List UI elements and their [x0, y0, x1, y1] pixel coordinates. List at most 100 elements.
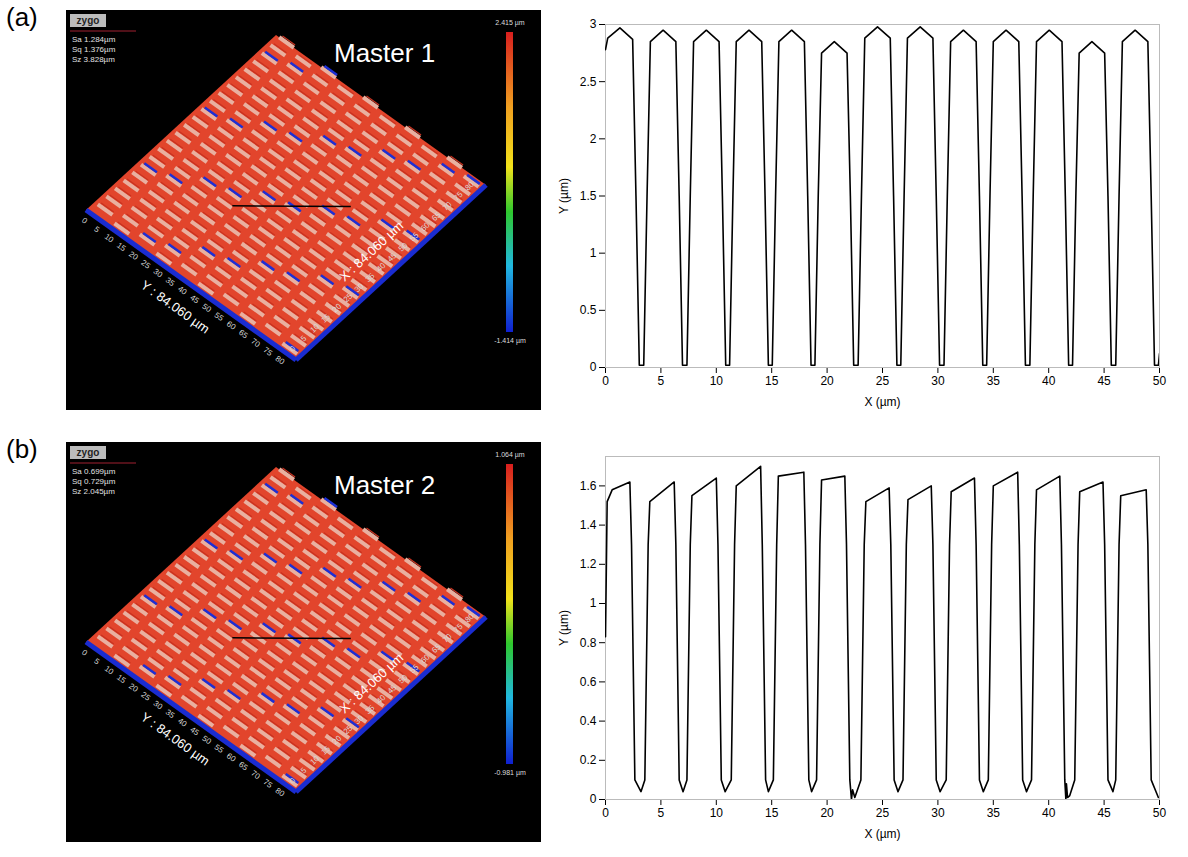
svg-text:-0.981 µm: -0.981 µm [494, 769, 526, 777]
svg-text:75: 75 [452, 190, 465, 203]
svg-text:Sa 1.284µm: Sa 1.284µm [72, 35, 116, 44]
svg-text:50: 50 [200, 302, 213, 315]
svg-text:60: 60 [419, 652, 432, 665]
svg-text:65: 65 [237, 328, 250, 341]
svg-text:0: 0 [80, 216, 89, 226]
svg-text:Sq 0.729µm: Sq 0.729µm [72, 477, 116, 486]
svg-text:80: 80 [463, 611, 476, 624]
svg-text:55: 55 [213, 310, 226, 323]
svg-text:1.6: 1.6 [580, 479, 597, 493]
svg-text:3: 3 [590, 17, 597, 31]
svg-text:5: 5 [658, 806, 665, 820]
svg-text:Sq 1.376µm: Sq 1.376µm [72, 45, 116, 54]
svg-text:0: 0 [602, 374, 609, 388]
svg-text:Y (µm): Y (µm) [557, 178, 571, 214]
svg-text:50: 50 [397, 240, 410, 253]
svg-text:5: 5 [92, 225, 101, 235]
svg-text:20: 20 [820, 374, 834, 388]
svg-text:10: 10 [103, 232, 116, 245]
svg-text:55: 55 [213, 742, 226, 755]
svg-text:10: 10 [710, 374, 724, 388]
svg-text:50: 50 [200, 734, 213, 747]
svg-text:10: 10 [103, 664, 116, 677]
svg-text:70: 70 [249, 769, 262, 782]
svg-text:20: 20 [127, 681, 140, 694]
svg-text:60: 60 [225, 319, 238, 332]
svg-text:X : 84.060 µm: X : 84.060 µm [336, 650, 406, 716]
svg-text:25: 25 [139, 690, 152, 703]
svg-text:55: 55 [408, 230, 421, 243]
svg-text:45: 45 [1097, 806, 1111, 820]
svg-text:35: 35 [364, 703, 377, 716]
svg-text:45: 45 [1097, 374, 1111, 388]
svg-text:75: 75 [452, 622, 465, 635]
svg-text:1: 1 [590, 596, 597, 610]
svg-text:2.5: 2.5 [580, 75, 597, 89]
svg-text:-1.414 µm: -1.414 µm [494, 337, 526, 345]
svg-text:2.415 µm: 2.415 µm [495, 19, 524, 27]
svg-text:0.2: 0.2 [580, 753, 597, 767]
svg-text:50: 50 [1153, 806, 1167, 820]
svg-text:Sz 2.045µm: Sz 2.045µm [72, 487, 115, 496]
svg-text:X (µm): X (µm) [864, 395, 900, 409]
svg-text:15: 15 [115, 241, 128, 254]
svg-text:65: 65 [430, 642, 443, 655]
svg-text:60: 60 [419, 220, 432, 233]
svg-text:25: 25 [876, 374, 890, 388]
svg-text:40: 40 [375, 261, 388, 274]
svg-text:0.6: 0.6 [580, 675, 597, 689]
svg-text:10: 10 [309, 754, 322, 767]
svg-text:30: 30 [152, 267, 165, 280]
svg-text:70: 70 [441, 200, 454, 213]
svg-text:45: 45 [188, 725, 201, 738]
svg-text:0: 0 [288, 776, 298, 786]
svg-text:30: 30 [353, 713, 366, 726]
svg-text:1.5: 1.5 [580, 189, 597, 203]
svg-text:15: 15 [765, 374, 779, 388]
svg-text:20: 20 [331, 301, 344, 314]
svg-text:0: 0 [590, 360, 597, 374]
svg-text:15: 15 [320, 744, 333, 757]
svg-text:25: 25 [342, 723, 355, 736]
svg-text:45: 45 [386, 683, 399, 696]
svg-text:Y : 84.060 µm: Y : 84.060 µm [138, 709, 213, 768]
svg-text:30: 30 [931, 806, 945, 820]
svg-text:25: 25 [342, 291, 355, 304]
svg-text:35: 35 [987, 374, 1001, 388]
svg-text:50: 50 [1153, 374, 1167, 388]
svg-text:75: 75 [261, 777, 274, 790]
svg-text:Sz 3.828µm: Sz 3.828µm [72, 55, 115, 64]
svg-text:10: 10 [309, 322, 322, 335]
svg-text:45: 45 [386, 251, 399, 264]
svg-text:40: 40 [375, 693, 388, 706]
svg-text:0.5: 0.5 [580, 303, 597, 317]
svg-text:X (µm): X (µm) [864, 827, 900, 841]
svg-text:30: 30 [152, 699, 165, 712]
svg-text:5: 5 [658, 374, 665, 388]
svg-text:0: 0 [80, 648, 89, 658]
svg-text:0.4: 0.4 [580, 714, 597, 728]
svg-text:35: 35 [364, 271, 377, 284]
svg-text:30: 30 [931, 374, 945, 388]
svg-text:50: 50 [397, 672, 410, 685]
svg-text:60: 60 [225, 751, 238, 764]
svg-text:2: 2 [590, 132, 597, 146]
svg-text:70: 70 [249, 337, 262, 350]
svg-text:75: 75 [261, 345, 274, 358]
svg-text:X : 84.060 µm: X : 84.060 µm [336, 218, 406, 284]
svg-text:40: 40 [176, 284, 189, 297]
svg-text:Master 1: Master 1 [334, 38, 435, 68]
svg-text:5: 5 [92, 657, 101, 667]
svg-text:35: 35 [164, 276, 177, 289]
svg-text:10: 10 [710, 806, 724, 820]
svg-text:Y : 84.060 µm: Y : 84.060 µm [138, 277, 213, 336]
svg-text:Sa 0.699µm: Sa 0.699µm [72, 467, 116, 476]
svg-text:35: 35 [164, 708, 177, 721]
svg-text:40: 40 [1042, 374, 1056, 388]
svg-text:1.2: 1.2 [580, 557, 597, 571]
svg-text:80: 80 [274, 354, 287, 367]
svg-text:Y (µm): Y (µm) [557, 610, 571, 646]
svg-text:20: 20 [820, 806, 834, 820]
svg-text:5: 5 [299, 333, 309, 343]
svg-text:35: 35 [987, 806, 1001, 820]
